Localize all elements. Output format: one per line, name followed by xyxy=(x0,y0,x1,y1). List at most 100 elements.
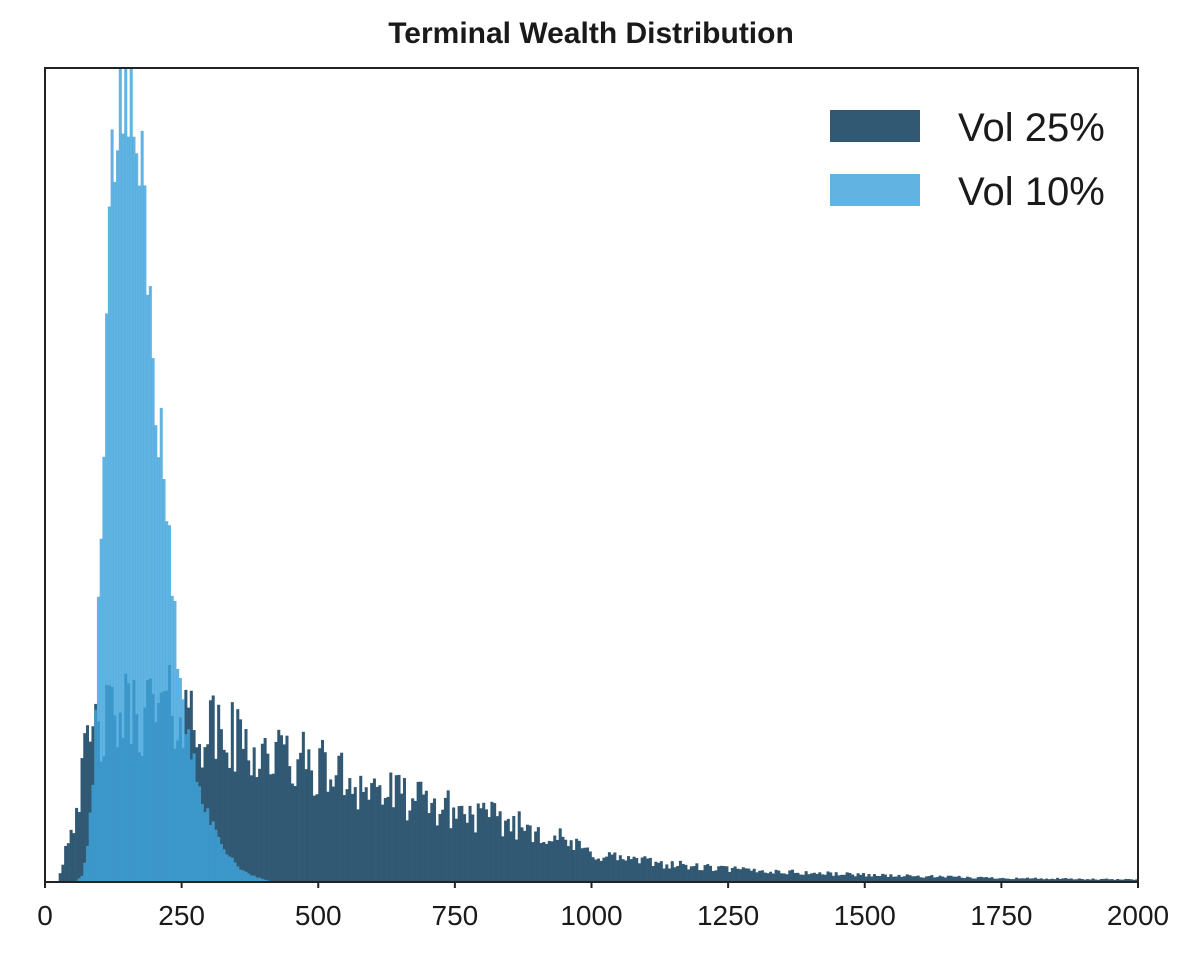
histogram-bar xyxy=(862,873,866,882)
histogram-bar xyxy=(277,729,281,882)
histogram-bar xyxy=(968,877,972,882)
histogram-bar xyxy=(821,874,825,882)
histogram-bar xyxy=(758,870,762,882)
histogram-bar xyxy=(1004,878,1008,882)
histogram-bar xyxy=(359,775,363,882)
histogram-bar xyxy=(299,752,303,882)
histogram-bar xyxy=(479,808,483,882)
histogram-bar xyxy=(88,812,92,882)
histogram-bar xyxy=(1121,879,1125,882)
histogram-bar xyxy=(260,878,264,882)
histogram-bar xyxy=(247,760,251,882)
histogram-bar xyxy=(539,843,543,882)
histogram-bar xyxy=(370,783,374,882)
histogram-bar xyxy=(1129,879,1133,882)
histogram-bar xyxy=(167,525,171,882)
histogram-bar xyxy=(558,828,562,882)
histogram-bar xyxy=(586,847,590,882)
histogram-bar xyxy=(506,818,510,882)
histogram-bar xyxy=(995,878,999,882)
histogram-bar xyxy=(842,874,846,882)
histogram-bar xyxy=(208,700,212,882)
histogram-bar xyxy=(334,775,338,882)
histogram-bar xyxy=(378,785,382,882)
histogram-bar xyxy=(326,791,330,882)
histogram-bar xyxy=(457,806,461,882)
histogram-bar xyxy=(938,875,942,882)
histogram-bar xyxy=(482,802,486,882)
histogram-bar xyxy=(913,876,917,882)
histogram-bar xyxy=(1091,878,1095,882)
histogram-bar xyxy=(1094,879,1098,882)
histogram-bar xyxy=(627,856,631,882)
histogram-bar xyxy=(640,857,644,882)
histogram-bar xyxy=(810,873,814,882)
histogram-bar xyxy=(290,783,294,882)
histogram-bar xyxy=(148,286,152,882)
histogram-bar xyxy=(413,800,417,882)
histogram-bar xyxy=(632,856,636,882)
histogram-bar xyxy=(129,68,133,882)
histogram-bar xyxy=(982,877,986,882)
histogram-bar xyxy=(1045,878,1049,882)
histogram-bar xyxy=(637,863,641,882)
histogram-bar xyxy=(517,811,521,882)
histogram-bar xyxy=(217,704,221,882)
histogram-bar xyxy=(239,869,243,882)
histogram-bar xyxy=(348,778,352,882)
histogram-bar xyxy=(165,521,169,882)
x-tick-label: 0 xyxy=(37,900,53,931)
histogram-bar xyxy=(769,871,773,882)
histogram-bar xyxy=(116,150,120,882)
histogram-bar xyxy=(222,749,226,882)
histogram-bar xyxy=(217,836,221,882)
x-tick-label: 500 xyxy=(295,900,342,931)
histogram-bar xyxy=(1132,879,1136,882)
histogram-bar xyxy=(881,873,885,882)
histogram-bar xyxy=(943,877,948,882)
histogram-bar xyxy=(110,129,114,883)
histogram-bar xyxy=(208,825,212,882)
histogram-bar xyxy=(867,874,871,882)
histogram-bar xyxy=(427,813,431,882)
histogram-bar xyxy=(883,874,887,882)
histogram-bar xyxy=(635,858,639,882)
histogram-bar xyxy=(154,425,158,882)
histogram-bar xyxy=(848,872,852,882)
histogram-bar xyxy=(853,876,857,882)
histogram-bar xyxy=(126,136,130,882)
histogram-bar xyxy=(900,876,904,882)
histogram-bar xyxy=(1086,879,1090,882)
histogram-bar xyxy=(566,846,570,882)
legend-swatch xyxy=(830,174,920,206)
histogram-bar xyxy=(684,864,688,882)
histogram-bar xyxy=(695,863,699,882)
histogram-bar xyxy=(971,878,975,882)
histogram-bar xyxy=(523,830,527,882)
histogram-bar xyxy=(135,153,139,882)
histogram-bar xyxy=(58,873,62,882)
histogram-bar xyxy=(405,820,409,882)
histogram-bar xyxy=(984,877,989,882)
histogram-bar xyxy=(400,793,404,882)
histogram-bar xyxy=(919,877,923,882)
histogram-bar xyxy=(1025,877,1029,882)
histogram-bar xyxy=(771,873,775,882)
histogram-bar xyxy=(312,795,316,882)
histogram-bar xyxy=(872,874,876,882)
histogram-bar xyxy=(998,878,1002,882)
histogram-bar xyxy=(717,866,721,882)
histogram-bar xyxy=(957,875,961,882)
histogram-bar xyxy=(534,831,538,882)
histogram-bar xyxy=(801,874,805,882)
histogram-bar xyxy=(927,876,931,882)
histogram-bar xyxy=(577,840,581,882)
histogram-bar xyxy=(454,818,458,882)
histogram-bar xyxy=(449,828,453,882)
histogram-bar xyxy=(228,856,232,882)
histogram-bar xyxy=(271,773,275,882)
histogram-bar xyxy=(69,829,73,882)
histogram-bar xyxy=(280,735,284,882)
histogram-bar xyxy=(941,876,945,882)
histogram-bar xyxy=(356,809,360,882)
